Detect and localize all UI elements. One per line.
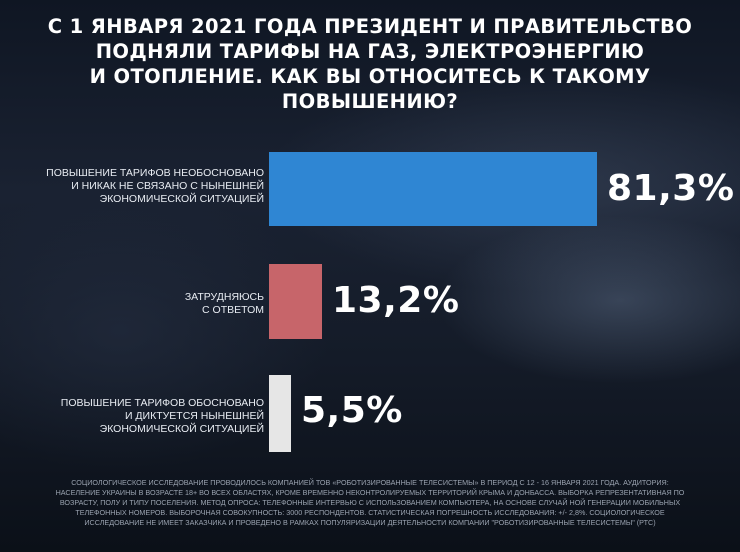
category-label-justified: Повышение тарифов обосновано и диктуется…	[61, 397, 264, 436]
footnote-line: Социологическое исследование проводилось…	[71, 478, 669, 487]
category-label-line: и никак не связано с нынешней	[71, 180, 264, 192]
methodology-footnote: Социологическое исследование проводилось…	[40, 478, 700, 528]
title-line: И ОТОПЛЕНИЕ. КАК ВЫ ОТНОСИТЕСЬ К ТАКОМУ	[89, 65, 651, 88]
value-label-unjustified: 81,3%	[607, 168, 735, 209]
footnote-line: телефонных номеров. Выборочная совокупно…	[75, 508, 665, 517]
bar-undecided	[269, 264, 322, 339]
category-label-line: Затрудняюсь	[184, 291, 264, 303]
category-label-line: и диктуется нынешней	[124, 410, 264, 422]
category-label-undecided: Затрудняюсь с ответом	[185, 291, 264, 317]
footnote-line: возрасту, полу и типу поселения. Метод о…	[59, 498, 681, 507]
chart-title: С 1 ЯНВАРЯ 2021 ГОДА ПРЕЗИДЕНТ И ПРАВИТЕ…	[30, 14, 710, 114]
footnote-line: исследование не имеет заказчика и провед…	[84, 518, 656, 527]
bar-unjustified	[269, 152, 597, 226]
bar-justified	[269, 375, 291, 452]
category-label-line: с ответом	[202, 304, 264, 316]
category-label-line: экономической ситуацией	[99, 193, 264, 205]
title-line: С 1 ЯНВАРЯ 2021 ГОДА ПРЕЗИДЕНТ И ПРАВИТЕ…	[47, 15, 693, 38]
title-line: ПОДНЯЛИ ТАРИФЫ НА ГАЗ, ЭЛЕКТРОЭНЕРГИЮ	[95, 40, 645, 63]
title-line: ПОВЫШЕНИЮ?	[281, 90, 459, 113]
footnote-line: население Украины в возрасте 18+ во всех…	[55, 488, 685, 497]
value-label-undecided: 13,2%	[332, 280, 460, 321]
category-label-line: Повышение тарифов обосновано	[60, 397, 264, 409]
category-label-line: Повышение тарифов необосновано	[46, 167, 264, 179]
value-label-justified: 5,5%	[301, 390, 403, 431]
category-label-line: экономической ситуацией	[99, 423, 264, 435]
category-label-unjustified: Повышение тарифов необосновано и никак н…	[46, 167, 264, 206]
